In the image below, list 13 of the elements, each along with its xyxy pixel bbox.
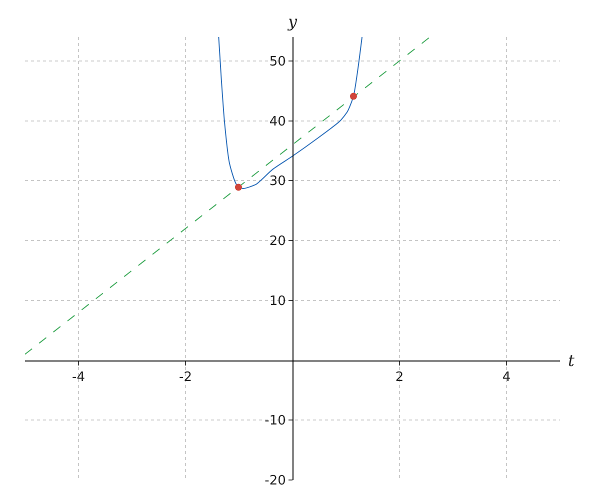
y-axis-title: y bbox=[287, 12, 298, 31]
x-tick-label: -4 bbox=[72, 370, 85, 385]
y-tick-label: 10 bbox=[269, 294, 286, 309]
y-tick-label: 20 bbox=[269, 234, 286, 250]
x-axis-title: t bbox=[568, 351, 575, 370]
x-tick-label: 2 bbox=[395, 370, 404, 385]
y-tick-label: 40 bbox=[269, 114, 286, 130]
y-tick-label: -20 bbox=[264, 474, 286, 489]
y-tick-label: 50 bbox=[269, 54, 286, 70]
y-tick-label: -10 bbox=[264, 414, 286, 429]
x-tick-label: -2 bbox=[179, 370, 192, 385]
y-tick-label: 30 bbox=[269, 174, 286, 190]
x-tick-label: 4 bbox=[502, 370, 511, 385]
